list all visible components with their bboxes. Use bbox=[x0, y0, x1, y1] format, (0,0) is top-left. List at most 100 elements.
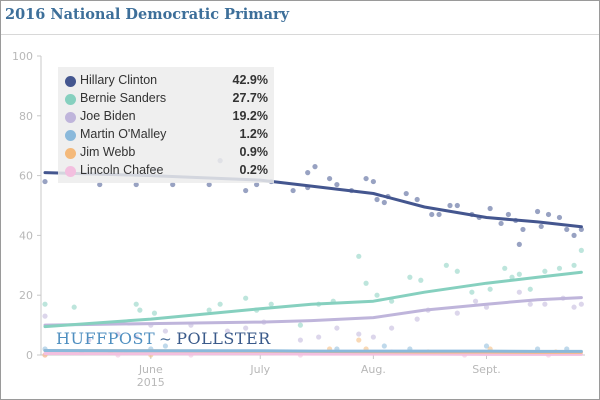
legend-name: Jim Webb bbox=[80, 145, 136, 159]
y-tick-label: 60 bbox=[19, 170, 33, 183]
poll-point bbox=[505, 211, 511, 218]
poll-point bbox=[520, 226, 526, 233]
y-tick-label: 0 bbox=[26, 349, 33, 362]
legend-item[interactable]: Lincoln Chafee 0.2% bbox=[58, 162, 274, 180]
poll-point bbox=[509, 274, 515, 280]
legend-swatch-icon bbox=[65, 112, 76, 123]
poll-point bbox=[363, 175, 369, 182]
poll-point bbox=[534, 208, 541, 215]
poll-point bbox=[564, 226, 570, 233]
poll-point bbox=[42, 313, 48, 319]
poll-point bbox=[71, 304, 77, 310]
poll-point bbox=[454, 310, 460, 316]
poll-point bbox=[578, 226, 584, 233]
legend-name: Martin O'Malley bbox=[80, 127, 167, 141]
legend-item[interactable]: Martin O'Malley 1.2% bbox=[58, 126, 274, 144]
poll-point bbox=[162, 328, 169, 334]
legend-swatch-icon bbox=[65, 148, 76, 159]
poll-point bbox=[538, 223, 544, 230]
poll-point bbox=[356, 337, 362, 343]
poll-point bbox=[316, 334, 322, 340]
y-tick-label: 100 bbox=[12, 50, 33, 63]
poll-point bbox=[472, 298, 479, 304]
poll-point bbox=[297, 337, 304, 343]
legend-item[interactable]: Bernie Sanders 27.7% bbox=[58, 90, 274, 108]
poll-point bbox=[133, 181, 139, 188]
trend-line-bernie-sanders bbox=[43, 270, 583, 329]
poll-point bbox=[312, 164, 318, 170]
poll-point bbox=[578, 301, 584, 307]
legend-value: 0.9% bbox=[239, 145, 269, 159]
poll-point bbox=[447, 202, 453, 209]
poll-point bbox=[374, 292, 380, 298]
poll-point bbox=[224, 328, 231, 334]
trend-line-joe-biden bbox=[43, 296, 583, 327]
poll-point bbox=[469, 289, 475, 295]
legend-value: 19.2% bbox=[232, 109, 268, 123]
legend-swatch-icon bbox=[65, 130, 76, 141]
poll-point bbox=[578, 247, 584, 253]
poll-point bbox=[268, 301, 274, 307]
y-tick-label: 80 bbox=[19, 110, 33, 123]
poll-point bbox=[42, 178, 48, 185]
legend-name: Bernie Sanders bbox=[80, 91, 167, 105]
poll-point bbox=[363, 280, 369, 286]
chart-legend: Hillary Clinton 42.9% Bernie Sanders 27.… bbox=[58, 67, 274, 183]
poll-point bbox=[516, 289, 522, 295]
legend-value: 42.9% bbox=[232, 73, 268, 87]
poll-point bbox=[243, 187, 249, 194]
poll-point bbox=[527, 286, 533, 292]
poll-point bbox=[483, 343, 490, 349]
x-tick-label: July bbox=[249, 363, 270, 376]
poll-point bbox=[487, 286, 493, 292]
legend-item[interactable]: Jim Webb 0.9% bbox=[58, 144, 274, 162]
poll-point bbox=[206, 307, 212, 313]
poll-point bbox=[516, 241, 522, 247]
poll-point bbox=[356, 253, 362, 259]
x-tick-label: June bbox=[138, 363, 163, 376]
legend-item[interactable]: Joe Biden 19.2% bbox=[58, 108, 274, 126]
poll-point bbox=[243, 325, 249, 331]
poll-point bbox=[429, 211, 435, 218]
legend-value: 1.2% bbox=[239, 127, 269, 141]
poll-point bbox=[414, 316, 420, 322]
poll-point bbox=[243, 295, 249, 301]
poll-point bbox=[97, 181, 103, 188]
poll-point bbox=[217, 301, 223, 307]
poll-point bbox=[133, 301, 139, 307]
legend-item[interactable]: Hillary Clinton 42.9% bbox=[58, 72, 274, 90]
poll-point bbox=[454, 202, 460, 209]
poll-point bbox=[206, 181, 212, 188]
poll-point bbox=[516, 271, 522, 277]
poll-point bbox=[389, 325, 395, 331]
poll-point bbox=[542, 268, 548, 274]
poll-point bbox=[403, 190, 409, 197]
poll-point bbox=[326, 175, 333, 182]
poll-point bbox=[162, 343, 169, 349]
poll-point bbox=[334, 181, 340, 188]
poll-point bbox=[254, 181, 260, 188]
poll-point bbox=[556, 265, 563, 271]
poll-point bbox=[436, 211, 442, 218]
poll-point bbox=[414, 196, 420, 203]
brand-pollster: POLLSTER bbox=[176, 329, 271, 348]
y-tick-label: 40 bbox=[19, 229, 33, 242]
poll-point bbox=[527, 301, 533, 307]
poll-point bbox=[356, 331, 362, 337]
legend-name: Lincoln Chafee bbox=[80, 163, 164, 177]
poll-point bbox=[556, 214, 563, 221]
legend-value: 27.7% bbox=[232, 91, 268, 105]
poll-point bbox=[305, 170, 311, 176]
poll-point bbox=[42, 301, 48, 307]
poll-point bbox=[137, 307, 143, 313]
x-tick-sublabel: 2015 bbox=[137, 376, 165, 389]
poll-point bbox=[370, 334, 376, 340]
legend-swatch-icon bbox=[65, 94, 76, 105]
header-divider bbox=[1, 34, 599, 35]
poll-point bbox=[151, 310, 158, 316]
trend-line-lincoln-chafee bbox=[43, 352, 583, 356]
poll-point bbox=[407, 274, 413, 280]
poll-point bbox=[571, 262, 577, 268]
legend-name: Joe Biden bbox=[80, 109, 136, 123]
poll-point bbox=[86, 337, 92, 343]
